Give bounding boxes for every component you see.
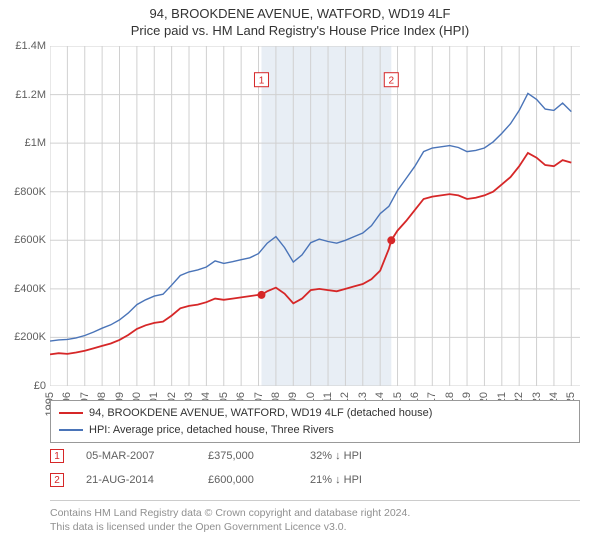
chart-area: 12 (50, 46, 580, 386)
y-tick-label: £1M (2, 137, 46, 149)
chart-container: 94, BROOKDENE AVENUE, WATFORD, WD19 4LF … (0, 0, 600, 560)
legend-swatch-hpi (59, 429, 83, 431)
y-tick-label: £800K (2, 186, 46, 198)
legend-item-property: 94, BROOKDENE AVENUE, WATFORD, WD19 4LF … (59, 405, 571, 422)
sale-marker-2: 2 (50, 473, 64, 487)
sale-pct-2: 21% ↓ HPI (310, 474, 400, 486)
svg-text:1: 1 (259, 76, 265, 87)
legend-swatch-property (59, 412, 83, 414)
y-tick-label: £0 (2, 380, 46, 392)
sales-table: 1 05-MAR-2007 £375,000 32% ↓ HPI 2 21-AU… (50, 444, 580, 492)
legend: 94, BROOKDENE AVENUE, WATFORD, WD19 4LF … (50, 400, 580, 443)
y-tick-label: £1.2M (2, 89, 46, 101)
line-chart: 12 (50, 46, 580, 386)
y-tick-label: £1.4M (2, 40, 46, 52)
y-tick-label: £400K (2, 283, 46, 295)
sale-price-2: £600,000 (208, 474, 288, 486)
sale-date-2: 21-AUG-2014 (86, 474, 186, 486)
y-tick-label: £600K (2, 234, 46, 246)
title-main: 94, BROOKDENE AVENUE, WATFORD, WD19 4LF (0, 6, 600, 21)
sale-row-1: 1 05-MAR-2007 £375,000 32% ↓ HPI (50, 444, 580, 468)
footer-line1: Contains HM Land Registry data © Crown c… (50, 506, 580, 520)
legend-label-hpi: HPI: Average price, detached house, Thre… (89, 422, 334, 439)
title-sub: Price paid vs. HM Land Registry's House … (0, 23, 600, 38)
svg-text:2: 2 (389, 76, 395, 87)
sale-pct-1: 32% ↓ HPI (310, 450, 400, 462)
title-block: 94, BROOKDENE AVENUE, WATFORD, WD19 4LF … (0, 0, 600, 38)
y-tick-label: £200K (2, 331, 46, 343)
sale-marker-1: 1 (50, 449, 64, 463)
legend-item-hpi: HPI: Average price, detached house, Thre… (59, 422, 571, 439)
sale-date-1: 05-MAR-2007 (86, 450, 186, 462)
sale-row-2: 2 21-AUG-2014 £600,000 21% ↓ HPI (50, 468, 580, 492)
legend-label-property: 94, BROOKDENE AVENUE, WATFORD, WD19 4LF … (89, 405, 432, 422)
footer: Contains HM Land Registry data © Crown c… (50, 500, 580, 534)
footer-line2: This data is licensed under the Open Gov… (50, 520, 580, 534)
sale-price-1: £375,000 (208, 450, 288, 462)
